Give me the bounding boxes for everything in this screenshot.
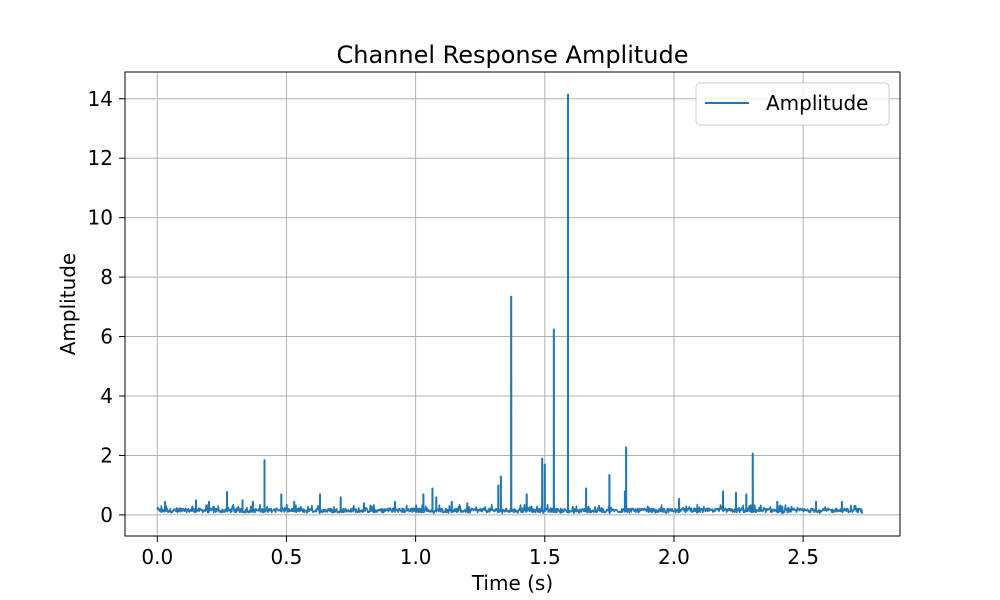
- y-axis-label: Amplitude: [56, 253, 80, 356]
- y-tick-label: 6: [100, 325, 113, 349]
- x-tick-label: 0.0: [141, 545, 173, 569]
- legend-box: [695, 82, 890, 126]
- series-layer: [156, 93, 864, 515]
- y-tick-label: 14: [88, 87, 113, 111]
- y-tick-label: 2: [100, 443, 113, 467]
- x-tick-label: 2.5: [787, 545, 819, 569]
- y-tick-label: 8: [100, 265, 113, 289]
- axes-background: [125, 72, 900, 536]
- y-axis-ticks: 0 2 4 6 8 10 12 14: [88, 87, 125, 527]
- y-tick-label: 4: [100, 384, 113, 408]
- plot-area: 0.0 0.5 1.0 1.5 2.0 2.5 0 2 4 6 8 10 12 14: [88, 71, 901, 569]
- chart-title: Channel Response Amplitude: [336, 41, 688, 69]
- grid: [125, 72, 900, 536]
- y-tick-label: 12: [88, 146, 113, 170]
- y-tick-label: 10: [88, 206, 113, 230]
- x-axis-label: Time (s): [471, 571, 553, 595]
- series-line-amplitude: [156, 93, 864, 515]
- y-tick-label: 0: [100, 503, 113, 527]
- x-tick-label: 0.5: [271, 545, 303, 569]
- x-tick-label: 1.5: [529, 545, 561, 569]
- x-tick-label: 1.0: [400, 545, 432, 569]
- x-tick-label: 2.0: [658, 545, 690, 569]
- axes-frame: [124, 71, 901, 537]
- legend: Amplitude: [695, 82, 890, 126]
- x-axis-ticks: 0.0 0.5 1.0 1.5 2.0 2.5: [141, 536, 819, 569]
- legend-label: Amplitude: [766, 91, 869, 115]
